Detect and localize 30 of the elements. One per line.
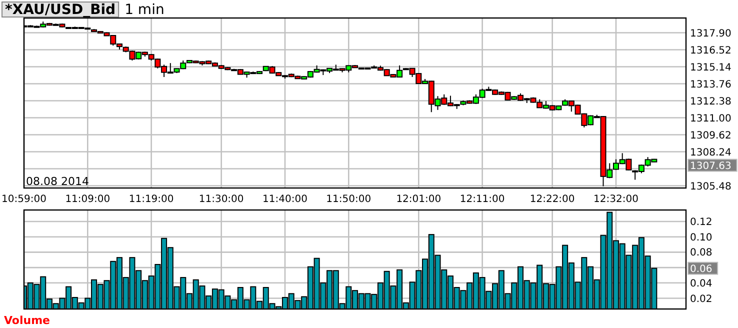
chart-title: *XAU/USD_Bid — [5, 2, 116, 18]
y-tick-label: 1305.48 — [690, 181, 732, 192]
y-tick-label: 0.12 — [690, 217, 712, 228]
y-tick-label: 1311.00 — [690, 113, 732, 124]
x-tick-label: 11:40:00 — [262, 194, 308, 205]
annotation: 08.08 2014 — [26, 175, 89, 188]
x-tick-label: 12:32:00 — [594, 194, 638, 205]
chart-subtitle: 1 min — [124, 2, 164, 18]
x-tick-label: 11:30:00 — [198, 194, 244, 205]
text: Volume — [4, 314, 50, 327]
x-tick-label: 12:01:00 — [396, 194, 442, 205]
y-tick-label: 1315.14 — [690, 62, 732, 74]
x-tick-label: 11:09:00 — [65, 194, 110, 205]
x-tick-label: 11:50:00 — [326, 194, 372, 205]
x-tick-label: 11:19:00 — [128, 194, 174, 205]
x-tick-label: 12:11:00 — [460, 194, 505, 205]
y-tick-label: 0.04 — [690, 278, 712, 290]
y-tick-label: 1308.24 — [690, 147, 732, 158]
y-tick-label: 1312.38 — [690, 96, 732, 108]
y-tick-label: 1309.62 — [690, 130, 732, 142]
x-tick-label: 10:59:00 — [2, 194, 46, 205]
text: 0.06 — [690, 264, 712, 275]
y-tick-label: 1317.90 — [690, 28, 732, 40]
y-tick-label: 1313.76 — [690, 79, 732, 90]
y-tick-label: 0.10 — [690, 232, 712, 244]
y-tick-label: 0.02 — [690, 294, 712, 305]
x-tick-label: 12:22:00 — [530, 194, 575, 205]
y-tick-label: 1316.52 — [690, 45, 732, 56]
text: 1307.63 — [690, 160, 732, 172]
y-tick-label: 0.08 — [690, 248, 712, 259]
